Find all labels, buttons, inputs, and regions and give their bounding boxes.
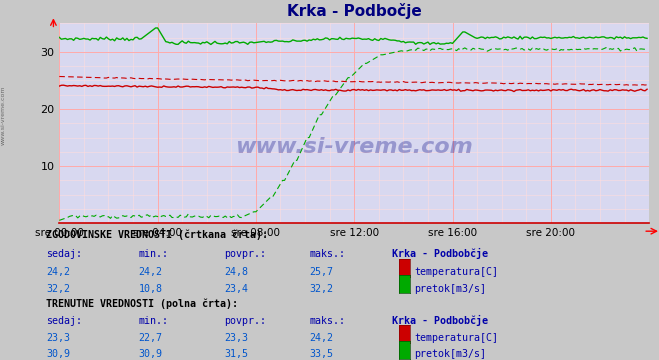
- Text: www.si-vreme.com: www.si-vreme.com: [1, 85, 6, 145]
- Text: 23,3: 23,3: [224, 333, 248, 343]
- Text: temperatura[C]: temperatura[C]: [414, 333, 498, 343]
- Text: 33,5: 33,5: [310, 350, 333, 360]
- Text: Krka - Podbobčje: Krka - Podbobčje: [392, 248, 488, 260]
- Text: 31,5: 31,5: [224, 350, 248, 360]
- Text: 30,9: 30,9: [138, 350, 162, 360]
- Text: TRENUTNE VREDNOSTI (polna črta):: TRENUTNE VREDNOSTI (polna črta):: [46, 298, 238, 309]
- Text: www.si-vreme.com: www.si-vreme.com: [235, 137, 473, 157]
- Text: ZGODOVINSKE VREDNOSTI (črtkana črta):: ZGODOVINSKE VREDNOSTI (črtkana črta):: [46, 229, 268, 240]
- Text: maks.:: maks.:: [310, 316, 346, 326]
- Text: maks.:: maks.:: [310, 249, 346, 260]
- Text: 25,7: 25,7: [310, 267, 333, 278]
- Text: 24,2: 24,2: [138, 267, 162, 278]
- Text: povpr.:: povpr.:: [224, 249, 266, 260]
- Text: pretok[m3/s]: pretok[m3/s]: [414, 350, 486, 360]
- Title: Krka - Podbočje: Krka - Podbočje: [287, 4, 422, 19]
- Text: 23,4: 23,4: [224, 284, 248, 294]
- Text: Krka - Podbobčje: Krka - Podbobčje: [392, 315, 488, 326]
- Text: 24,2: 24,2: [46, 267, 70, 278]
- Text: 10,8: 10,8: [138, 284, 162, 294]
- Text: min.:: min.:: [138, 249, 169, 260]
- Text: sedaj:: sedaj:: [46, 249, 82, 260]
- Text: pretok[m3/s]: pretok[m3/s]: [414, 284, 486, 294]
- Text: 22,7: 22,7: [138, 333, 162, 343]
- Text: sedaj:: sedaj:: [46, 316, 82, 326]
- Text: 24,2: 24,2: [310, 333, 333, 343]
- Text: min.:: min.:: [138, 316, 169, 326]
- Text: 24,8: 24,8: [224, 267, 248, 278]
- Text: temperatura[C]: temperatura[C]: [414, 267, 498, 278]
- Text: 23,3: 23,3: [46, 333, 70, 343]
- Text: 30,9: 30,9: [46, 350, 70, 360]
- Text: povpr.:: povpr.:: [224, 316, 266, 326]
- Text: 32,2: 32,2: [46, 284, 70, 294]
- Text: 32,2: 32,2: [310, 284, 333, 294]
